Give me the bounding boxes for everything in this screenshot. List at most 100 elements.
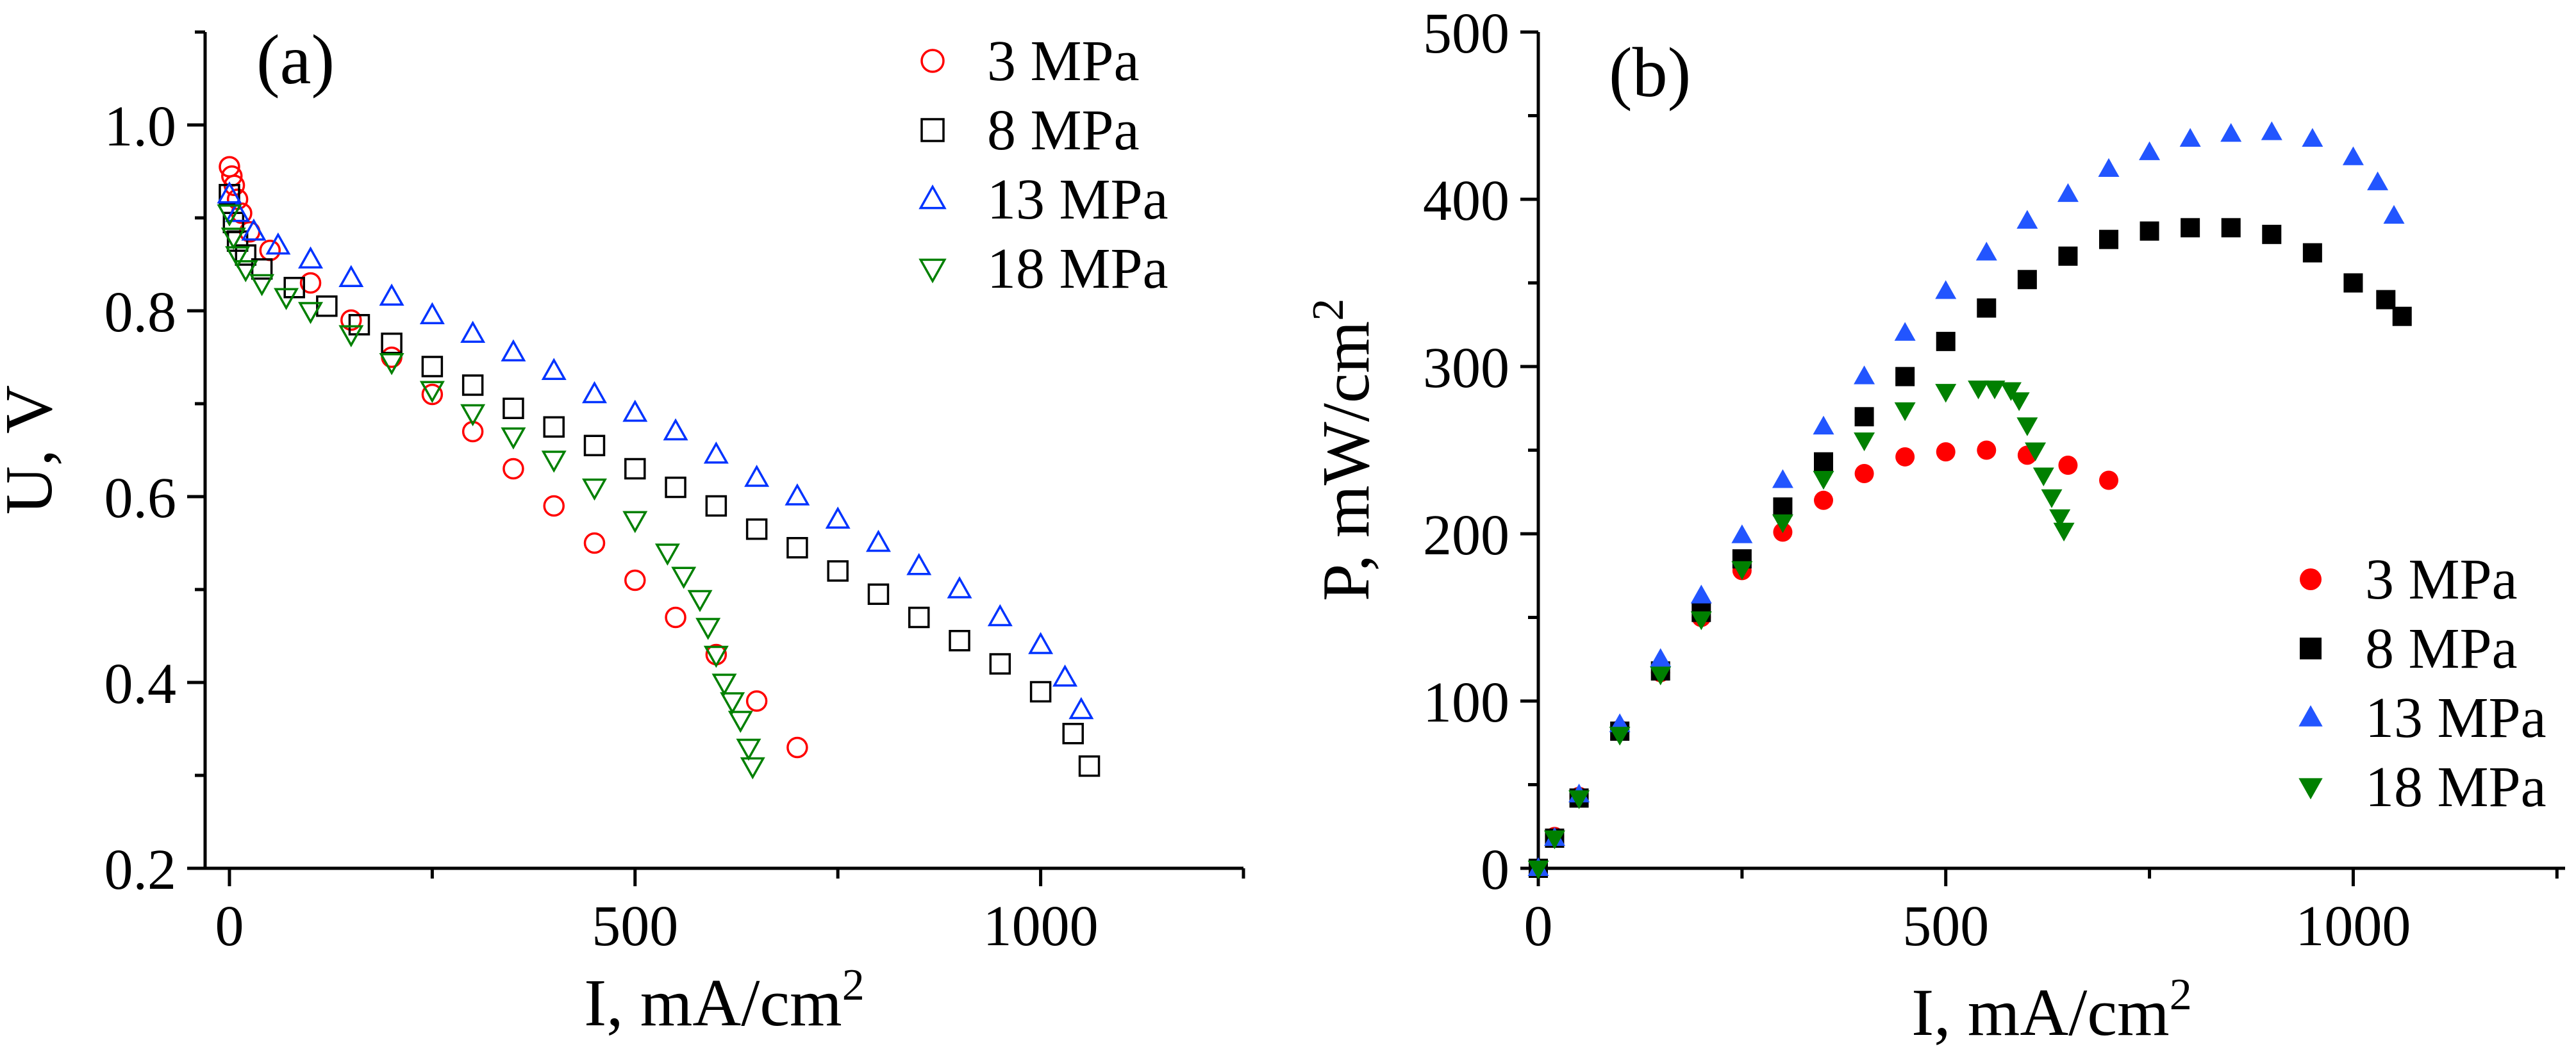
panel-b-data-point — [2049, 509, 2071, 529]
panel-a-y-tick-label: 0.2 — [104, 838, 177, 902]
panel-b-data-point — [1854, 407, 1874, 427]
panel-b-legend-label: 18 MPa — [2365, 756, 2547, 819]
panel-a-data-point — [501, 339, 526, 361]
panel-a-data-point — [541, 450, 567, 473]
panel-a-x-tick-label: 500 — [592, 895, 678, 958]
panel-a-data-point — [503, 397, 524, 419]
panel-b-data-point — [2221, 218, 2241, 238]
panel-b-legend-label: 13 MPa — [2365, 686, 2547, 750]
panel-a-data-point — [1062, 723, 1084, 745]
panel-a-data-point — [1068, 697, 1094, 720]
panel-a-data-point — [225, 199, 251, 222]
panel-a-data-point — [786, 736, 808, 759]
panel-b-data-point — [1690, 611, 1712, 631]
panel-a-data-point — [582, 381, 607, 404]
panel-b-data-point — [2261, 121, 2282, 140]
panel-b-data-point — [2099, 229, 2118, 249]
panel-a-data-point — [233, 260, 258, 283]
panel-b-data-point — [2057, 183, 2079, 202]
panel-a-data-point — [949, 630, 970, 652]
panel-b-data-point — [1813, 415, 1834, 434]
panel-a-data-point — [865, 529, 891, 552]
panel-a-legend-marker — [920, 49, 945, 73]
panel-a-data-point — [1028, 632, 1054, 654]
panel-b-data-point — [1984, 380, 2006, 400]
panel-a-data-point — [1029, 681, 1052, 703]
panel-b-x-axis-label-sup: 2 — [2170, 970, 2192, 1020]
panel-a-data-point — [711, 673, 737, 696]
panel-b-data-point — [2025, 442, 2047, 461]
panel-b-data-point — [2179, 128, 2201, 147]
panel-a-data-point — [381, 333, 403, 354]
panel-a-y-tick-label: 0.4 — [104, 652, 177, 716]
panel-b-data-point — [2220, 122, 2242, 142]
panel-b-series-1 — [1529, 218, 2412, 878]
panel-a-data-point — [421, 356, 444, 377]
panel-a-data-point — [460, 320, 486, 343]
panel-a-data-point — [622, 511, 648, 534]
panel-a-legend-label: 3 MPa — [987, 29, 1140, 93]
panel-b-data-point — [1936, 442, 1956, 462]
panel-a-data-point — [460, 404, 486, 427]
panel-b-data-point — [2008, 392, 2030, 411]
panel-a-series-0 — [219, 156, 808, 759]
panel-b-data-point — [1527, 861, 1549, 880]
panel-b-legend-label: 8 MPa — [2365, 617, 2518, 681]
panel-a-data-point — [421, 383, 444, 406]
panel-a-data-point — [1078, 755, 1101, 777]
panel-b-y-axis-label: P, mW/cm2 — [1304, 299, 1383, 601]
panel-a-data-point — [217, 204, 242, 227]
panel-b-data-point — [1772, 514, 1793, 533]
panel-a-data-point — [906, 552, 932, 575]
panel-b-y-tick-label: 0 — [1481, 838, 1509, 902]
panel-a-data-point — [908, 606, 930, 629]
panel-b-data-point — [2181, 218, 2200, 238]
panel-a-data-point — [217, 181, 242, 204]
panel-a-y-tick-label: 0.8 — [104, 281, 177, 344]
panel-a-series-1 — [219, 184, 1101, 777]
panel-b-label: (b) — [1609, 33, 1691, 112]
panel-b-y-tick-label: 200 — [1423, 504, 1509, 567]
panel-b-data-point — [1814, 490, 1833, 510]
panel-b-data-point — [2017, 270, 2037, 290]
panel-b-x-tick-label: 0 — [1524, 895, 1553, 958]
panel-b-data-point — [1813, 470, 1834, 490]
panel-a-data-point — [419, 381, 445, 404]
panel-b-data-point — [1543, 830, 1565, 850]
panel-b-y-tick-label: 100 — [1423, 671, 1509, 734]
panel-b-x-tick-label: 1000 — [2295, 895, 2411, 958]
panel-a-data-point — [665, 606, 686, 629]
panel-b-data-point — [2098, 158, 2120, 178]
panel-b-data-point — [2262, 224, 2282, 244]
panel-a-data-point — [744, 465, 770, 487]
panel-a-data-point — [663, 418, 688, 441]
panel-b-data-point — [2041, 489, 2063, 508]
panel-a-data-point — [727, 711, 753, 733]
panel-b-data-point — [2140, 221, 2159, 241]
panel-b-data-point — [1895, 447, 1915, 467]
panel-a-data-point — [622, 399, 648, 422]
panel-a-data-point — [665, 476, 686, 499]
panel-a-data-point — [583, 434, 606, 456]
panel-a-data-point — [235, 244, 257, 266]
panel-a-x-tick-label: 0 — [215, 895, 244, 958]
panel-a-data-point — [785, 483, 810, 506]
panel-b-data-point — [1977, 440, 1997, 460]
panel-a-data-point — [695, 618, 721, 640]
panel-a-data-point — [687, 590, 713, 613]
panel-a-data-point — [541, 358, 567, 380]
panel-b-data-point — [1894, 322, 1916, 341]
panel-a-data-point — [705, 495, 727, 517]
panel-a-label: (a) — [256, 21, 335, 99]
panel-a-series-3 — [217, 204, 765, 780]
panel-a-data-point — [740, 757, 765, 780]
panel-a-data-point — [225, 246, 251, 268]
panel-a-data-point — [736, 738, 761, 761]
panel-b-data-point — [1968, 380, 1990, 400]
panel-b-data-point — [1935, 280, 1957, 299]
panel-b-y-tick-label: 300 — [1423, 336, 1509, 400]
